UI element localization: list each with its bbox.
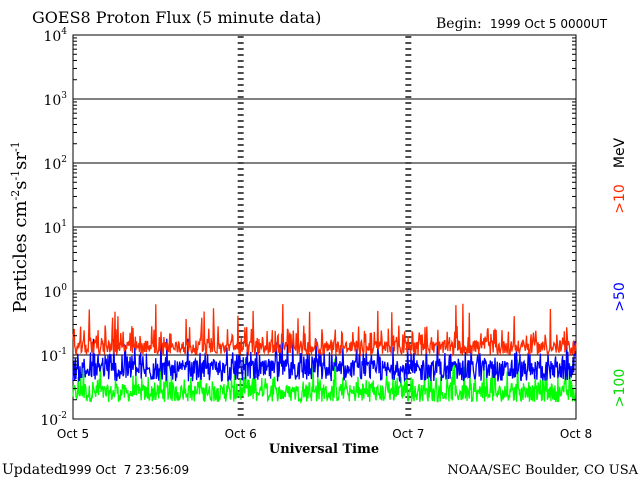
updated-value: 1999 Oct 7 23:56:09	[61, 463, 189, 477]
legend-series-10: >10	[612, 184, 628, 214]
x-axis-ticks: Oct 5 Oct 6 Oct 7 Oct 8	[57, 427, 592, 441]
x-tick-label: Oct 5	[57, 427, 89, 441]
plot-area	[72, 34, 577, 420]
y-tick-label: 100	[43, 283, 67, 301]
gridlines	[73, 98, 576, 356]
y-tick-label: 10-1	[40, 347, 67, 365]
series-line-gt10	[72, 303, 577, 357]
y-tick-label: 101	[43, 219, 67, 237]
chart-title: GOES8 Proton Flux (5 minute data)	[32, 8, 321, 27]
series-line-gt50	[72, 337, 577, 384]
y-axis-label-sup: -1	[9, 170, 22, 181]
begin-value: 1999 Oct 5 0000UT	[490, 17, 608, 31]
y-tick-label: 10-2	[40, 411, 67, 429]
x-tick-label: Oct 6	[225, 427, 257, 441]
credit-text: NOAA/SEC Boulder, CO USA	[447, 463, 638, 478]
legend-series-100: >100	[612, 369, 628, 407]
y-tick-label: 104	[43, 27, 67, 45]
y-axis-ticks: 10-2 10-1 100 101 102 103 104	[40, 27, 576, 429]
updated-label: Updated	[2, 462, 63, 478]
y-axis-label-part: Particles cm	[10, 201, 31, 313]
y-axis-label-part: sr	[10, 152, 31, 170]
series-legend: MeV >10 >50 >100	[612, 137, 628, 407]
y-tick-label: 102	[43, 155, 67, 173]
y-axis-label-part: s	[10, 181, 31, 190]
y-axis-label-sup: -1	[9, 141, 22, 152]
y-axis-label-sup: -2	[9, 190, 22, 201]
series-layer	[72, 303, 577, 404]
x-axis-label: Universal Time	[269, 442, 379, 457]
begin-label: Begin:	[436, 16, 482, 32]
legend-unit-mev: MeV	[612, 137, 628, 168]
x-tick-label: Oct 7	[392, 427, 424, 441]
y-tick-label: 103	[43, 91, 67, 109]
y-axis-label: Particles cm-2s-1sr-1	[9, 141, 31, 312]
legend-series-50: >50	[612, 282, 628, 312]
x-tick-label: Oct 8	[560, 427, 592, 441]
